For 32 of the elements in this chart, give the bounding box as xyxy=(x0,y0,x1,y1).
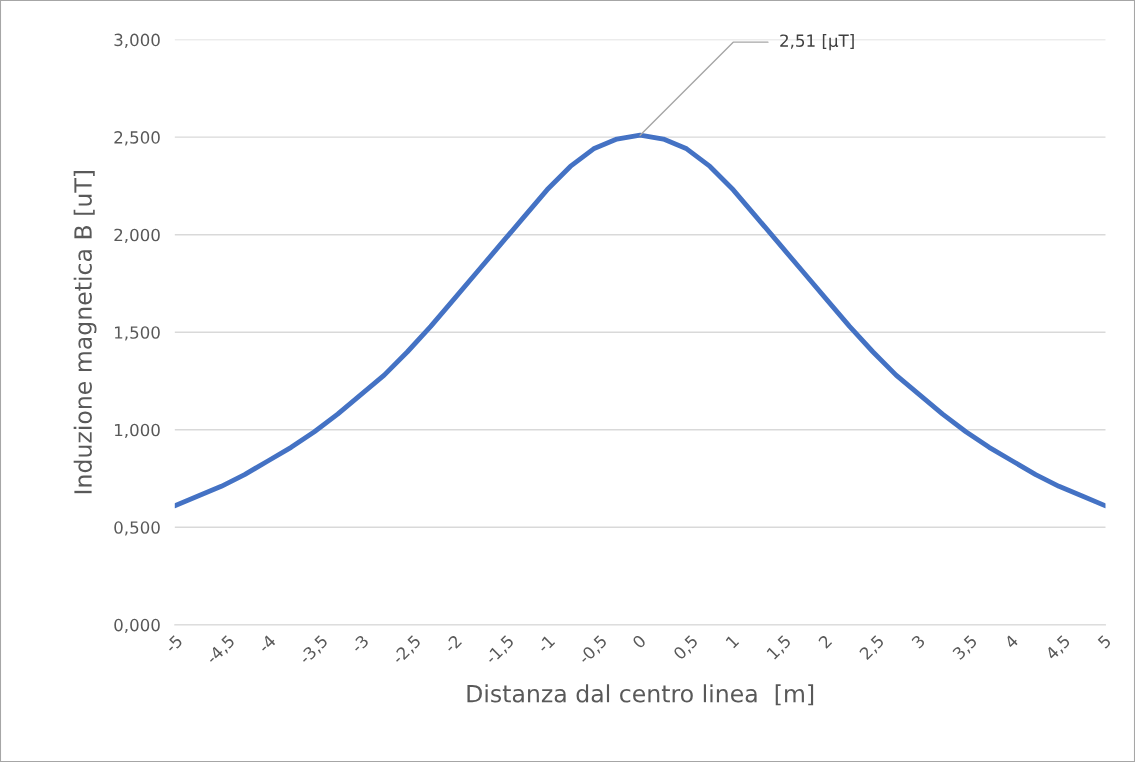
x-tick-label: -1,5 xyxy=(484,634,516,666)
x-tick-label: 1,5 xyxy=(766,634,793,661)
y-tick-label: 0,500 xyxy=(114,521,160,536)
x-tick-label: 2,5 xyxy=(858,634,886,662)
line-series xyxy=(174,132,1106,509)
x-axis-title: Distanza dal centro linea [m] xyxy=(467,684,814,706)
x-tick-label: 5 xyxy=(1097,634,1112,649)
x-tick-label: -5 xyxy=(164,634,184,654)
x-tick-label: 1 xyxy=(725,634,740,649)
y-axis-title: Induzione magnetica B [uT] xyxy=(73,171,97,494)
x-tick-label: -2,5 xyxy=(391,634,423,666)
y-tick-label: 1,000 xyxy=(115,423,160,439)
x-tick-label: -2 xyxy=(443,634,462,654)
annotation: 2,51 [μT] xyxy=(780,34,854,51)
y-tick-label: 3,000 xyxy=(114,33,160,48)
x-tick-label: 0 xyxy=(631,634,647,650)
x-tick-label: -3 xyxy=(350,634,370,654)
x-tick-label: 4,5 xyxy=(1044,634,1072,662)
x-tick-label: 3 xyxy=(911,634,926,649)
x-tick-label: 4 xyxy=(1003,634,1019,650)
x-tick-label: 0,5 xyxy=(672,634,700,662)
y-tick-label: 1,500 xyxy=(115,326,160,341)
y-tick-label: 2,000 xyxy=(114,228,160,243)
x-tick-label: -4 xyxy=(257,634,277,654)
x-tick-label: -1 xyxy=(536,634,556,654)
y-tick-label: 2,500 xyxy=(114,131,160,146)
x-tick-label: -0,5 xyxy=(577,634,609,666)
x-tick-label: 2 xyxy=(817,634,833,649)
x-tick-label: -4,5 xyxy=(205,634,237,666)
x-tick-label: -3,5 xyxy=(297,634,330,666)
y-tick-label: 0,000 xyxy=(114,618,160,634)
x-tick-label: 3,5 xyxy=(951,634,979,662)
